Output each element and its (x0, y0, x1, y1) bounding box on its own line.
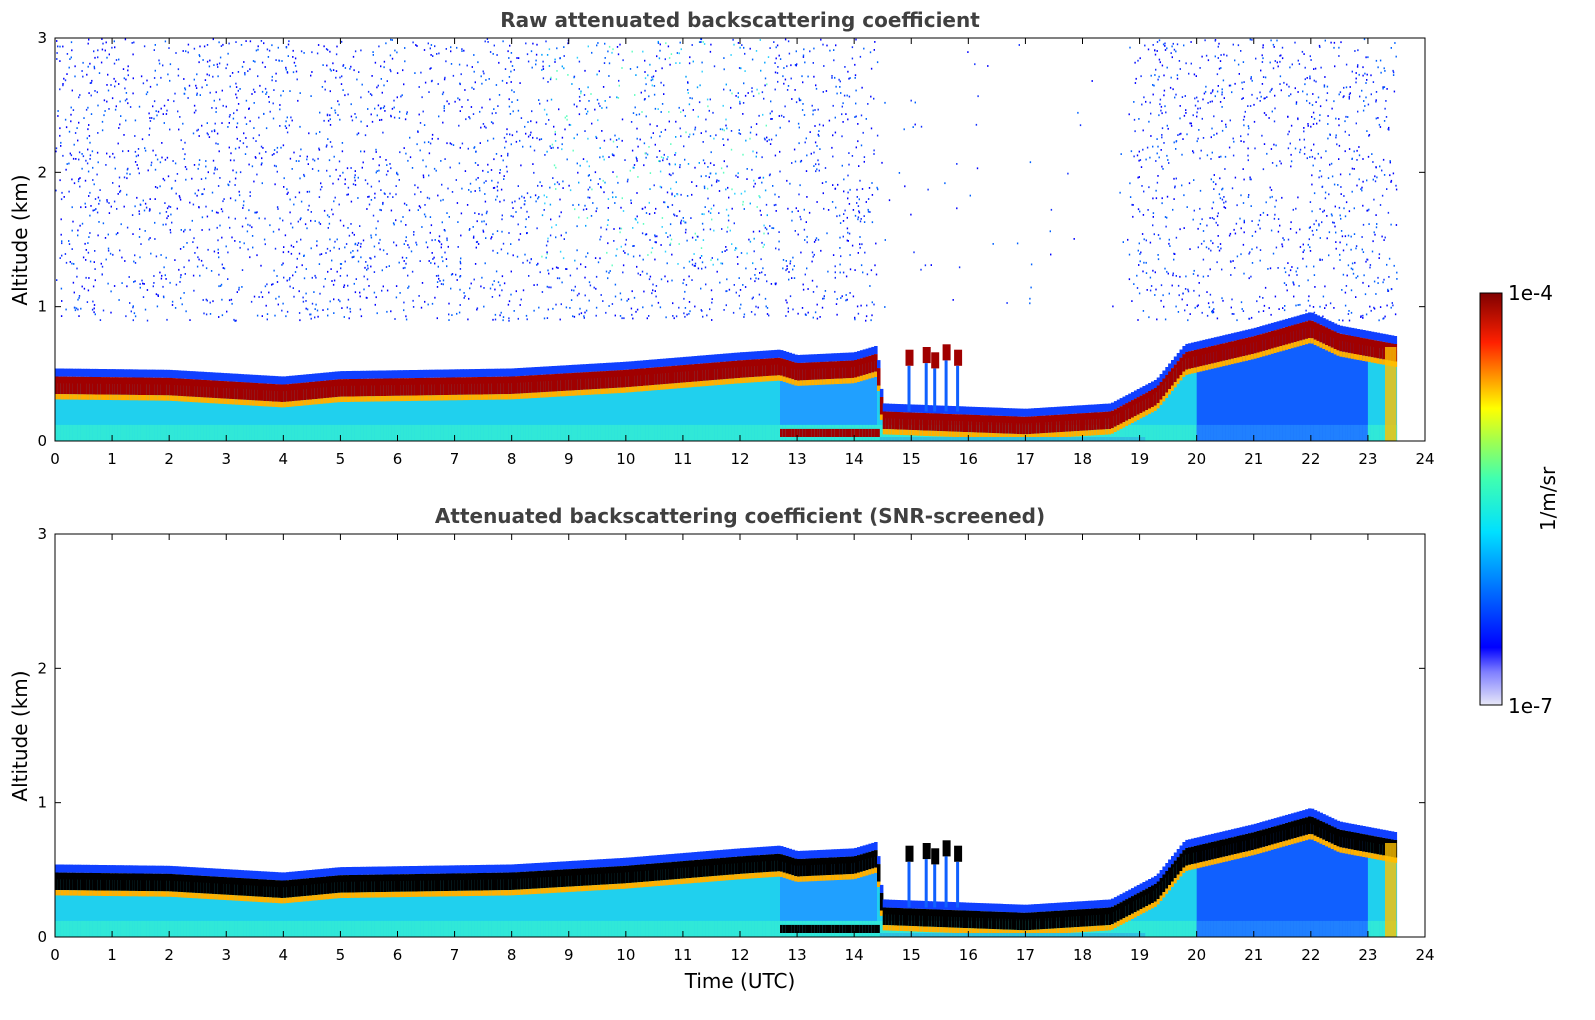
x-tick-label: 15 (902, 946, 921, 964)
x-tick-label: 7 (450, 946, 460, 964)
x-tick-label: 5 (336, 946, 346, 964)
x-tick-label: 4 (279, 946, 289, 964)
x-tick-label: 11 (673, 450, 692, 468)
y-tick-label: 0 (37, 928, 47, 946)
x-tick-label: 10 (616, 450, 635, 468)
y-tick-label: 1 (37, 298, 47, 316)
panel2-x-axis: 0 1 2 3 4 5 6 7 8 9 10 11 12 13 14 15 16 17 18 19 20 21 22 23 24 (50, 534, 1435, 964)
x-tick-label: 13 (788, 450, 807, 468)
x-tick-label: 6 (393, 946, 403, 964)
panel2-title: Attenuated backscattering coefficient (S… (435, 504, 1045, 528)
x-tick-label: 22 (1301, 946, 1320, 964)
x-tick-label: 2 (164, 450, 174, 468)
x-tick-label: 17 (1016, 946, 1035, 964)
x-tick-label: 5 (336, 450, 346, 468)
raw-backscatter-panel: Raw attenuated backscattering coefficien… (8, 8, 1435, 468)
x-tick-label: 12 (730, 450, 749, 468)
y-tick-label: 0 (37, 432, 47, 450)
panel2-xlabel: Time (UTC) (684, 969, 796, 993)
colorbar-min-label: 1e-7 (1508, 694, 1553, 718)
x-tick-label: 1 (107, 946, 117, 964)
x-tick-label: 8 (507, 450, 517, 468)
colorbar-units-label: 1/m/sr (1536, 466, 1560, 531)
x-tick-label: 7 (450, 450, 460, 468)
x-tick-label: 4 (279, 450, 289, 468)
x-tick-label: 12 (730, 946, 749, 964)
panel2-y-axis: 0 1 2 3 (37, 525, 1425, 946)
x-tick-label: 8 (507, 946, 517, 964)
x-tick-label: 3 (221, 946, 231, 964)
panel2-heatmap (55, 808, 1398, 937)
x-tick-label: 2 (164, 946, 174, 964)
y-tick-label: 3 (37, 525, 47, 543)
panel1-title: Raw attenuated backscattering coefficien… (500, 8, 980, 32)
x-tick-label: 0 (50, 450, 60, 468)
colorbar: 1e-4 1e-7 1/m/sr (1479, 281, 1560, 718)
x-tick-label: 19 (1130, 946, 1149, 964)
x-tick-label: 15 (902, 450, 921, 468)
x-tick-label: 23 (1358, 450, 1377, 468)
x-tick-label: 21 (1244, 450, 1263, 468)
y-tick-label: 1 (37, 794, 47, 812)
colorbar-max-label: 1e-4 (1508, 281, 1553, 305)
x-tick-label: 17 (1016, 450, 1035, 468)
x-tick-label: 23 (1358, 946, 1377, 964)
panel1-ylabel: Altitude (km) (8, 174, 32, 305)
x-tick-label: 14 (845, 946, 864, 964)
y-tick-label: 3 (37, 29, 47, 47)
x-tick-label: 16 (959, 946, 978, 964)
x-tick-label: 20 (1187, 450, 1206, 468)
x-tick-label: 22 (1301, 450, 1320, 468)
panel2-ylabel: Altitude (km) (8, 670, 32, 801)
x-tick-label: 18 (1073, 946, 1092, 964)
x-tick-label: 6 (393, 450, 403, 468)
x-tick-label: 18 (1073, 450, 1092, 468)
panel1-y-axis: 0 1 2 3 (37, 29, 1425, 450)
x-tick-label: 14 (845, 450, 864, 468)
x-tick-label: 20 (1187, 946, 1206, 964)
y-tick-label: 2 (37, 163, 47, 181)
y-tick-label: 2 (37, 659, 47, 677)
x-tick-label: 9 (564, 946, 574, 964)
x-tick-label: 1 (107, 450, 117, 468)
x-tick-label: 24 (1415, 946, 1434, 964)
x-tick-label: 24 (1415, 450, 1434, 468)
x-tick-label: 0 (50, 946, 60, 964)
x-tick-label: 9 (564, 450, 574, 468)
x-tick-label: 10 (616, 946, 635, 964)
x-tick-label: 13 (788, 946, 807, 964)
x-tick-label: 16 (959, 450, 978, 468)
x-tick-label: 11 (673, 946, 692, 964)
snr-screened-panel: Attenuated backscattering coefficient (S… (8, 504, 1435, 993)
x-tick-label: 19 (1130, 450, 1149, 468)
colorbar-gradient (1479, 292, 1503, 706)
panel1-heatmap (55, 38, 1398, 441)
panel1-x-axis: 0 1 2 3 4 5 6 7 8 9 10 11 12 13 14 15 16 17 18 19 20 21 22 23 24 (50, 38, 1435, 468)
x-tick-label: 3 (221, 450, 231, 468)
x-tick-label: 21 (1244, 946, 1263, 964)
